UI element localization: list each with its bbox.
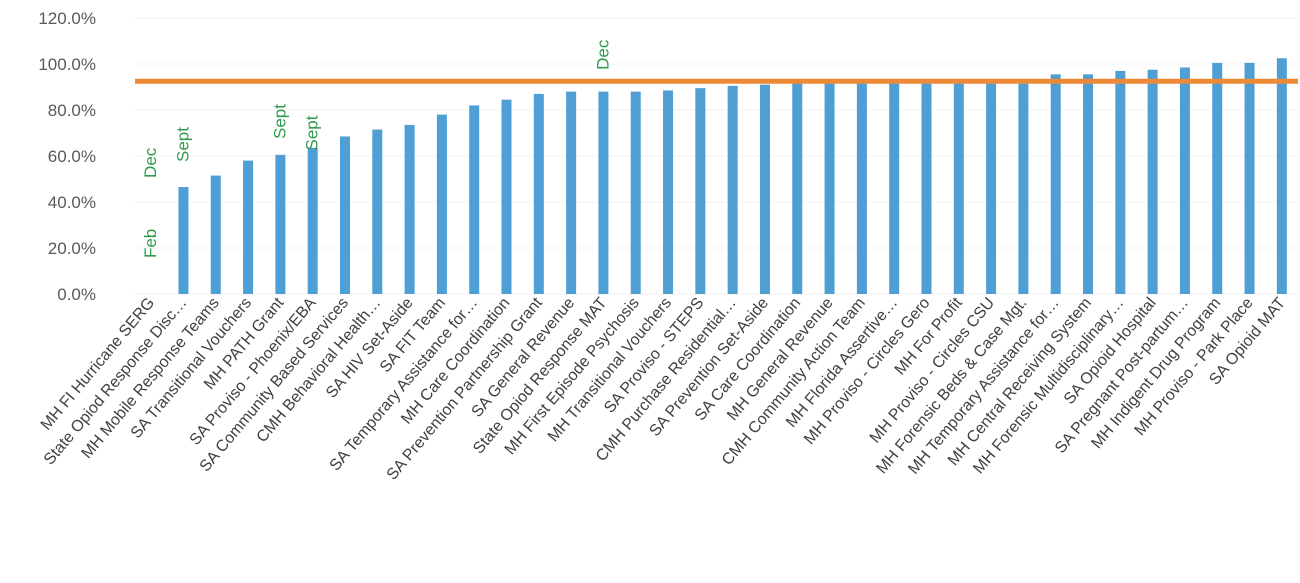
bar	[404, 124, 415, 294]
annotation-label: Dec	[593, 39, 612, 70]
annotation-label: Sept	[173, 127, 192, 162]
bar	[695, 88, 706, 295]
bar	[1179, 67, 1190, 294]
bar	[339, 136, 350, 294]
annotation-label: Sept	[270, 104, 289, 139]
bar	[1115, 70, 1126, 295]
bar	[178, 187, 189, 294]
bar	[727, 85, 738, 294]
bar	[759, 84, 770, 294]
bars-group	[178, 58, 1287, 295]
y-tick-label: 60.0%	[48, 147, 96, 166]
bar	[1050, 74, 1061, 294]
bar	[953, 83, 964, 294]
bar	[1276, 58, 1287, 294]
bar	[889, 83, 900, 294]
bar	[1244, 62, 1255, 294]
bar	[1147, 69, 1158, 294]
annotation-label: Feb	[141, 229, 160, 258]
y-axis: 0.0% 20.0% 40.0% 60.0% 80.0% 100.0% 120.0%	[38, 9, 96, 304]
annotation-label: Sept	[303, 115, 322, 150]
y-tick-label: 20.0%	[48, 239, 96, 258]
bar	[921, 83, 932, 294]
bar	[243, 160, 254, 294]
y-tick-label: 0.0%	[57, 285, 96, 304]
y-tick-label: 80.0%	[48, 101, 96, 120]
y-tick-label: 120.0%	[38, 9, 96, 28]
y-tick-label: 40.0%	[48, 193, 96, 212]
bar	[824, 83, 835, 294]
bar	[436, 114, 447, 294]
bar	[307, 147, 318, 294]
annotations-group: Feb Dec Sept Sept Sept Dec	[141, 39, 612, 258]
bar	[469, 105, 480, 295]
bar	[792, 83, 803, 294]
bar	[598, 91, 609, 294]
bar	[533, 93, 544, 295]
bar	[630, 91, 641, 294]
bar	[566, 91, 577, 294]
bar	[210, 175, 221, 294]
bar	[986, 83, 997, 294]
bar	[856, 83, 867, 294]
bar	[501, 99, 512, 295]
bar	[372, 129, 383, 294]
bar	[1083, 74, 1094, 294]
bar	[1212, 62, 1223, 294]
bar	[1018, 83, 1029, 294]
annotation-label: Dec	[141, 147, 160, 178]
bar	[663, 90, 674, 294]
bar	[275, 154, 286, 294]
y-gridlines	[135, 17, 1298, 295]
y-tick-label: 100.0%	[38, 55, 96, 74]
